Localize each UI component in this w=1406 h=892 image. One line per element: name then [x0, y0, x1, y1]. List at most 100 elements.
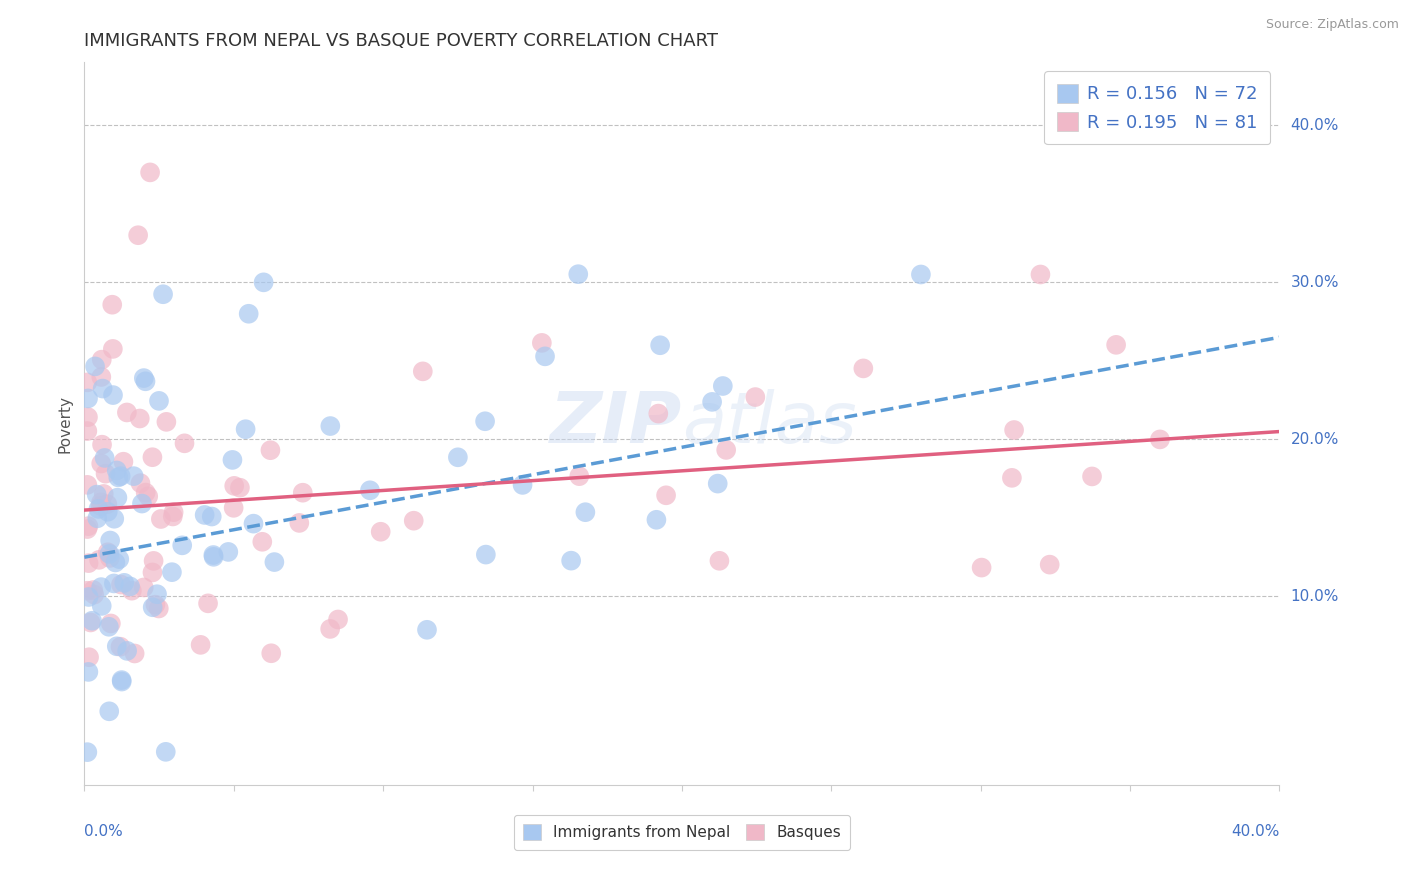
Point [98, 533, 121, 548]
Point [172, 538, 194, 552]
Point [1081, 469, 1104, 483]
Point [291, 485, 314, 500]
Point [97, 620, 120, 634]
Point [129, 476, 152, 491]
Point [142, 600, 165, 615]
Point [370, 524, 392, 539]
Point [319, 419, 342, 434]
Point [98, 550, 121, 565]
Point [135, 485, 157, 500]
Point [132, 581, 155, 595]
Point [567, 267, 589, 281]
Point [146, 587, 169, 601]
Point [112, 575, 135, 590]
Point [77, 519, 100, 533]
Point [94, 467, 117, 481]
Point [1002, 423, 1025, 437]
Point [224, 479, 246, 493]
Point [229, 481, 252, 495]
Point [77, 410, 100, 425]
Point [111, 674, 134, 689]
Point [77, 392, 100, 406]
Point [77, 665, 100, 679]
Point [235, 422, 257, 436]
Point [152, 287, 174, 301]
Point [76, 376, 98, 390]
Point [76, 522, 98, 536]
Point [124, 647, 146, 661]
Point [142, 554, 165, 568]
Point [111, 673, 134, 687]
Point [238, 307, 260, 321]
Point [100, 616, 122, 631]
Point [139, 165, 162, 179]
Point [108, 552, 131, 566]
Point [475, 548, 498, 562]
Point [110, 640, 132, 654]
Text: 0.0%: 0.0% [84, 824, 124, 838]
Point [359, 483, 381, 498]
Point [87, 553, 110, 567]
Point [76, 583, 98, 598]
Point [97, 505, 120, 519]
Point [110, 577, 132, 591]
Point [86, 511, 108, 525]
Point [90, 457, 112, 471]
Point [326, 612, 349, 626]
Point [650, 338, 672, 352]
Point [647, 407, 669, 421]
Point [160, 565, 183, 579]
Point [263, 555, 285, 569]
Point [242, 516, 264, 531]
Point [173, 436, 195, 450]
Point [76, 478, 98, 492]
Point [288, 516, 311, 530]
Point [1105, 338, 1128, 352]
Point [194, 508, 217, 522]
Point [221, 453, 243, 467]
Point [222, 500, 245, 515]
Point [77, 590, 100, 604]
Point [82, 582, 104, 597]
Point [711, 379, 734, 393]
Text: 40.0%: 40.0% [1232, 824, 1279, 838]
Point [190, 638, 212, 652]
Point [141, 450, 163, 465]
Point [91, 382, 114, 396]
Point [512, 478, 534, 492]
Point [90, 599, 112, 613]
Point [80, 614, 103, 628]
Point [155, 745, 177, 759]
Point [77, 650, 100, 665]
Point [127, 228, 149, 243]
Point [412, 364, 434, 378]
Point [103, 512, 125, 526]
Point [90, 580, 112, 594]
Point [574, 505, 596, 519]
Point [90, 370, 112, 384]
Text: 30.0%: 30.0% [1291, 275, 1339, 290]
Point [79, 615, 101, 630]
Point [645, 513, 668, 527]
Point [568, 469, 591, 483]
Point [714, 442, 737, 457]
Point [105, 463, 128, 477]
Point [134, 374, 156, 388]
Point [402, 514, 425, 528]
Point [149, 512, 172, 526]
Point [77, 556, 100, 570]
Point [148, 601, 170, 615]
Point [93, 450, 115, 465]
Point [136, 489, 159, 503]
Point [107, 491, 129, 505]
Point [560, 554, 582, 568]
Text: atlas: atlas [682, 389, 856, 458]
Point [145, 598, 167, 612]
Point [84, 359, 107, 374]
Point [530, 335, 553, 350]
Point [97, 545, 120, 559]
Point [121, 583, 143, 598]
Point [131, 497, 153, 511]
Point [655, 488, 678, 502]
Legend: Immigrants from Nepal, Basques: Immigrants from Nepal, Basques [513, 815, 851, 849]
